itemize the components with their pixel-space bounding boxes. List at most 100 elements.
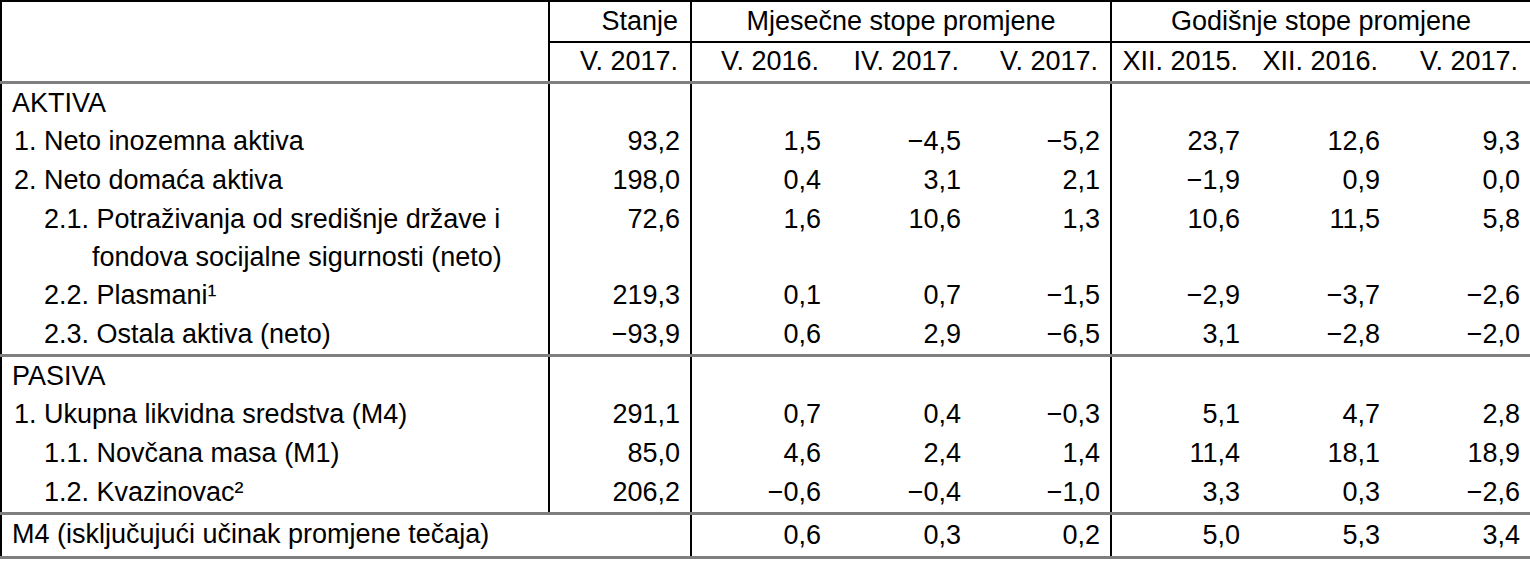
value-cell: −0,4 [831, 473, 971, 514]
value-cell: 0,9 [1250, 161, 1390, 200]
table-row: 1.2. Kvazinovac²206,2−0,6−0,4−1,03,30,3−… [1, 473, 1530, 514]
corner-cell [1, 1, 549, 82]
row-label: PASIVA [1, 355, 549, 395]
value-cell: 0,4 [831, 395, 971, 434]
value-cell: 3,3 [1111, 473, 1250, 514]
column-group-yearly: Godišnje stope promjene [1111, 1, 1530, 42]
value-cell: 3,1 [1111, 315, 1250, 356]
value-cell: 11,5 [1250, 200, 1390, 276]
value-cell [691, 82, 831, 122]
table-row: 2.1. Potraživanja od središnje države i … [1, 200, 1530, 276]
value-cell [1390, 355, 1530, 395]
value-cell: 219,3 [549, 276, 691, 315]
period-stanje: V. 2017. [549, 42, 691, 82]
value-cell: 1,5 [691, 122, 831, 161]
header-group-row: Stanje Mjesečne stope promjene Godišnje … [1, 1, 1530, 42]
value-cell: 0,4 [691, 161, 831, 200]
row-label: 2.3. Ostala aktiva (neto) [1, 315, 549, 356]
value-cell: −6,5 [971, 315, 1111, 356]
value-cell: −1,9 [1111, 161, 1250, 200]
value-cell [1111, 355, 1250, 395]
period-monthly-1: V. 2016. [691, 42, 831, 82]
table-row: AKTIVA [1, 82, 1530, 122]
value-cell: 3,1 [831, 161, 971, 200]
value-cell: −2,6 [1390, 276, 1530, 315]
row-label: 2.2. Plasmani¹ [1, 276, 549, 315]
row-label: 2. Neto domaća aktiva [1, 161, 549, 200]
value-cell: 5,1 [1111, 395, 1250, 434]
footer-row: M4 (isključujući učinak promjene tečaja)… [1, 513, 1530, 557]
period-monthly-2: IV. 2017. [831, 42, 971, 82]
value-cell [1250, 355, 1390, 395]
table-body: AKTIVA1. Neto inozemna aktiva93,21,5−4,5… [1, 82, 1530, 513]
value-cell: 1,4 [971, 434, 1111, 473]
value-cell: 11,4 [1111, 434, 1250, 473]
table-row: 1. Neto inozemna aktiva93,21,5−4,5−5,223… [1, 122, 1530, 161]
row-label: AKTIVA [1, 82, 549, 122]
value-cell: −3,7 [1250, 276, 1390, 315]
value-cell: 0,6 [691, 315, 831, 356]
value-cell: −4,5 [831, 122, 971, 161]
column-group-stanje: Stanje [549, 1, 691, 42]
row-label: 1.2. Kvazinovac² [1, 473, 549, 514]
table-row: 2. Neto domaća aktiva198,00,43,12,1−1,90… [1, 161, 1530, 200]
value-cell: 93,2 [549, 122, 691, 161]
value-cell: −93,9 [549, 315, 691, 356]
footer-value-cell: 0,2 [971, 513, 1111, 557]
row-label: 1. Ukupna likvidna sredstva (M4) [1, 395, 549, 434]
value-cell: 85,0 [549, 434, 691, 473]
period-yearly-2: XII. 2016. [1250, 42, 1390, 82]
value-cell: −1,5 [971, 276, 1111, 315]
footer-value-cell: 5,0 [1111, 513, 1250, 557]
value-cell: 1,6 [691, 200, 831, 276]
period-monthly-3: V. 2017. [971, 42, 1111, 82]
value-cell: −0,6 [691, 473, 831, 514]
table-row: 2.2. Plasmani¹219,30,10,7−1,5−2,9−3,7−2,… [1, 276, 1530, 315]
value-cell [549, 82, 691, 122]
value-cell: 2,9 [831, 315, 971, 356]
row-label: 2.1. Potraživanja od središnje države i … [1, 200, 549, 276]
value-cell: 9,3 [1390, 122, 1530, 161]
value-cell: 0,7 [691, 395, 831, 434]
value-cell: −0,3 [971, 395, 1111, 434]
value-cell: −2,6 [1390, 473, 1530, 514]
value-cell: 0,0 [1390, 161, 1530, 200]
column-group-monthly: Mjesečne stope promjene [691, 1, 1111, 42]
value-cell: 2,8 [1390, 395, 1530, 434]
table-row: 2.3. Ostala aktiva (neto)−93,90,62,9−6,5… [1, 315, 1530, 356]
value-cell: 0,1 [691, 276, 831, 315]
value-cell [831, 355, 971, 395]
value-cell: 18,1 [1250, 434, 1390, 473]
value-cell [691, 355, 831, 395]
value-cell [831, 82, 971, 122]
value-cell: 4,6 [691, 434, 831, 473]
monetary-statistics-table-wrap: Stanje Mjesečne stope promjene Godišnje … [0, 0, 1530, 559]
value-cell: 0,3 [1250, 473, 1390, 514]
period-yearly-3: V. 2017. [1390, 42, 1530, 82]
value-cell [971, 82, 1111, 122]
table-row: 1.1. Novčana masa (M1)85,04,62,41,411,41… [1, 434, 1530, 473]
footer-value-cell: 5,3 [1250, 513, 1390, 557]
value-cell [1111, 82, 1250, 122]
period-yearly-1: XII. 2015. [1111, 42, 1250, 82]
footer-value-cell: 3,4 [1390, 513, 1530, 557]
value-cell: −1,0 [971, 473, 1111, 514]
value-cell: 0,7 [831, 276, 971, 315]
value-cell: 1,3 [971, 200, 1111, 276]
footer-value-cell: 0,3 [831, 513, 971, 557]
value-cell: 4,7 [1250, 395, 1390, 434]
table-row: PASIVA [1, 355, 1530, 395]
value-cell: 198,0 [549, 161, 691, 200]
footer-row-label: M4 (isključujući učinak promjene tečaja) [1, 513, 691, 557]
value-cell: −2,0 [1390, 315, 1530, 356]
value-cell: −2,9 [1111, 276, 1250, 315]
value-cell [1250, 82, 1390, 122]
value-cell: 18,9 [1390, 434, 1530, 473]
value-cell: 23,7 [1111, 122, 1250, 161]
value-cell: 206,2 [549, 473, 691, 514]
value-cell: −2,8 [1250, 315, 1390, 356]
footer-value-cell: 0,6 [691, 513, 831, 557]
value-cell [1390, 82, 1530, 122]
value-cell: 72,6 [549, 200, 691, 276]
value-cell: 10,6 [831, 200, 971, 276]
